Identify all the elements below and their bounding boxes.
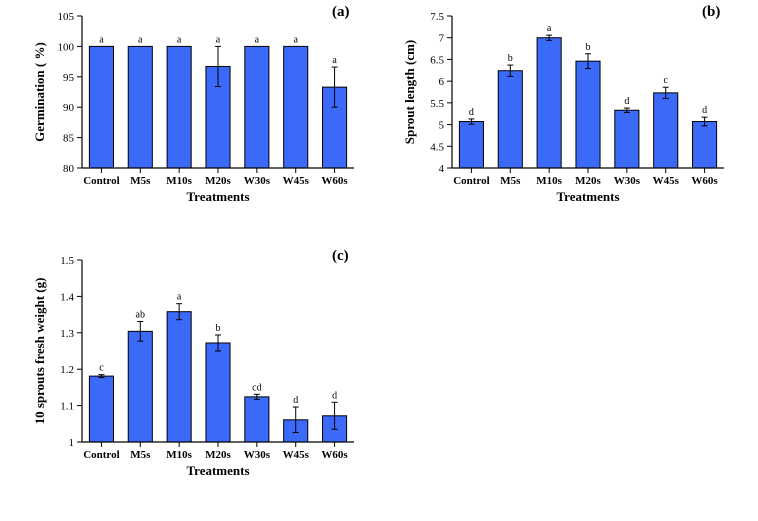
- bar: [128, 331, 152, 442]
- y-tick-label: 5: [439, 120, 445, 132]
- x-tick-label: M10s: [536, 175, 562, 187]
- y-tick-label: 90: [63, 102, 75, 114]
- sig-letter: c: [663, 75, 668, 86]
- x-tick-label: W30s: [614, 175, 641, 187]
- x-tick-label: W30s: [244, 449, 271, 461]
- y-tick-label: 1.2: [60, 364, 74, 376]
- y-tick-label: 1.1: [60, 401, 74, 413]
- y-tick-label: 6: [439, 76, 445, 88]
- bar: [654, 93, 678, 168]
- x-tick-label: M10s: [166, 175, 192, 187]
- sig-letter: c: [99, 363, 104, 374]
- x-tick-label: M5s: [500, 175, 521, 187]
- y-tick-label: 5.5: [430, 98, 444, 110]
- sig-letter: b: [216, 323, 221, 334]
- y-tick-label: 95: [63, 72, 75, 84]
- x-axis-title: Treatments: [186, 189, 249, 204]
- sig-letter: cd: [252, 382, 261, 393]
- sig-letter: a: [216, 34, 221, 45]
- sig-letter: a: [138, 34, 143, 45]
- sig-letter: d: [624, 96, 629, 107]
- y-tick-label: 1.4: [60, 291, 74, 303]
- x-tick-label: W45s: [653, 175, 680, 187]
- x-tick-label: W60s: [321, 175, 348, 187]
- sig-letter: a: [547, 23, 552, 34]
- sig-letter: d: [702, 105, 707, 116]
- sig-letter: a: [255, 34, 260, 45]
- y-axis-title: Germination ( %): [32, 42, 47, 142]
- bar: [89, 376, 113, 442]
- bar: [128, 46, 152, 168]
- bar: [89, 46, 113, 168]
- y-tick-label: 7: [439, 33, 445, 45]
- sig-letter: a: [177, 292, 182, 303]
- y-tick-label: 100: [58, 41, 75, 53]
- y-axis-title: 10 sprouts fresh weight (g): [32, 278, 47, 425]
- bar: [615, 110, 639, 168]
- y-tick-label: 1: [69, 437, 75, 449]
- bar: [284, 46, 308, 168]
- bar: [167, 46, 191, 168]
- sig-letter: ab: [136, 310, 145, 321]
- y-tick-label: 7.5: [430, 11, 444, 23]
- x-tick-label: M10s: [166, 449, 192, 461]
- bar: [206, 343, 230, 442]
- bar: [693, 122, 717, 168]
- bar: [167, 312, 191, 442]
- x-tick-label: W30s: [244, 175, 271, 187]
- x-tick-label: M20s: [205, 449, 231, 461]
- x-tick-label: M20s: [205, 175, 231, 187]
- sig-letter: a: [177, 34, 182, 45]
- bar: [498, 71, 522, 168]
- x-tick-label: M5s: [130, 449, 151, 461]
- bar: [245, 397, 269, 442]
- sig-letter: a: [332, 55, 337, 66]
- x-axis-title: Treatments: [556, 189, 619, 204]
- x-tick-label: W60s: [691, 175, 718, 187]
- x-tick-label: Control: [453, 175, 489, 187]
- x-tick-label: M5s: [130, 175, 151, 187]
- sig-letter: d: [469, 107, 474, 118]
- y-tick-label: 4: [439, 163, 445, 175]
- y-tick-label: 1.3: [60, 328, 74, 340]
- y-tick-label: 105: [58, 11, 75, 23]
- x-tick-label: M20s: [575, 175, 601, 187]
- x-tick-label: W45s: [283, 175, 310, 187]
- x-tick-label: Control: [83, 175, 119, 187]
- sig-letter: a: [99, 34, 104, 45]
- y-tick-label: 80: [63, 163, 75, 175]
- bar: [576, 61, 600, 168]
- x-axis-title: Treatments: [186, 463, 249, 478]
- bar: [537, 38, 561, 168]
- bar: [459, 122, 483, 168]
- x-tick-label: W45s: [283, 449, 310, 461]
- sig-letter: d: [293, 395, 298, 406]
- chart-c: 1 1.1 1.2 1.3 1.4 1.5 c Control ab M5s a M10s b M20s c…: [30, 250, 360, 480]
- y-axis-title: Sprout length (cm): [402, 40, 417, 144]
- x-tick-label: Control: [83, 449, 119, 461]
- y-tick-label: 1.5: [60, 255, 74, 267]
- sig-letter: b: [586, 42, 591, 53]
- chart-b: 4 4.5 5 5.5 6 6.5 7 7.5 d Control b M5s a M10s b M20s d W…: [400, 6, 730, 206]
- chart-a: 80 85 90 95 100 105 a Control a M5s a M10s a M20s a W30…: [30, 6, 360, 206]
- sig-letter: b: [508, 53, 513, 64]
- x-tick-label: W60s: [321, 449, 348, 461]
- bar: [245, 46, 269, 168]
- y-tick-label: 6.5: [430, 54, 444, 66]
- sig-letter: d: [332, 390, 337, 401]
- y-tick-label: 4.5: [430, 141, 444, 153]
- sig-letter: a: [293, 34, 298, 45]
- y-tick-label: 85: [63, 133, 75, 145]
